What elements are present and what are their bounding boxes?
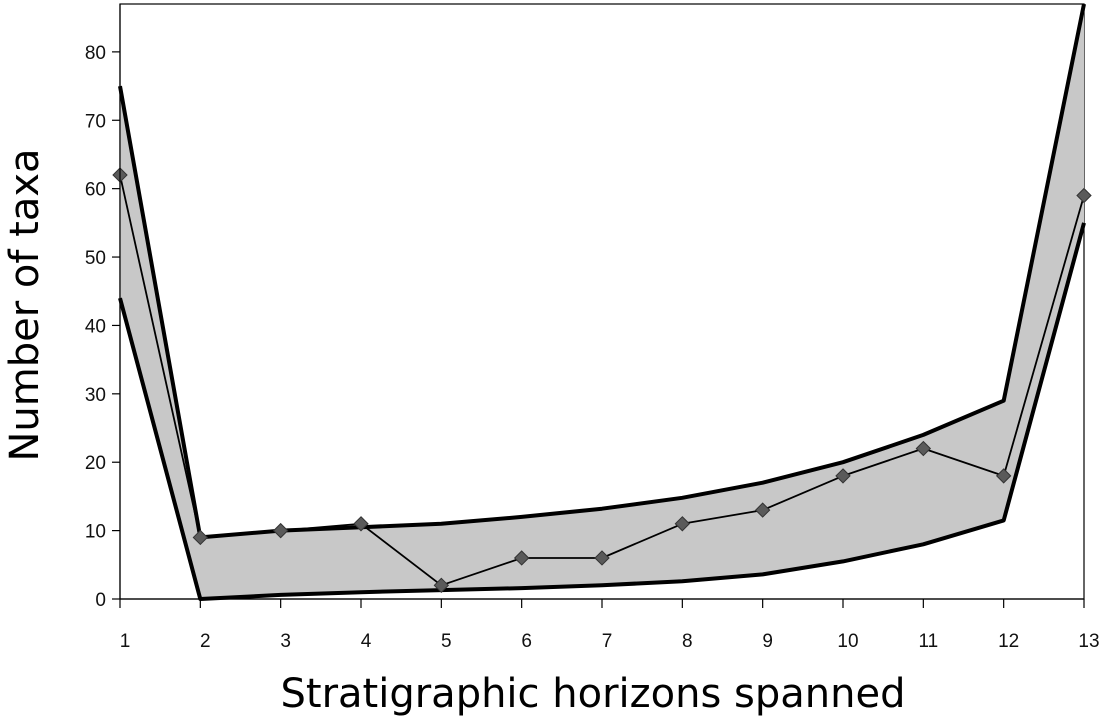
data-point-marker — [915, 440, 932, 457]
data-point-marker — [674, 516, 691, 532]
data-point-marker — [754, 502, 771, 518]
x-axis-title: Stratigraphic horizons spanned — [281, 671, 906, 717]
y-tick-label: 80 — [85, 43, 106, 64]
data-point-marker — [433, 577, 450, 594]
y-tick-label: 70 — [85, 111, 106, 132]
x-tick-label: 9 — [762, 631, 773, 652]
x-tick-label: 11 — [918, 631, 938, 652]
data-point-marker — [272, 522, 289, 539]
x-tick-label: 4 — [361, 631, 372, 652]
y-tick-label: 0 — [95, 590, 106, 611]
data-point-marker — [835, 468, 851, 484]
x-tick-label: 7 — [602, 631, 613, 652]
series-markers — [112, 167, 1092, 594]
x-tick-label: 2 — [200, 631, 211, 652]
x-tick-label: 10 — [837, 631, 858, 652]
band-lower-edge — [118, 222, 1086, 601]
x-tick-label: 8 — [682, 631, 693, 652]
x-tick-label: 6 — [521, 631, 532, 652]
y-tick-label: 60 — [85, 180, 106, 201]
y-tick-label: 40 — [85, 316, 106, 337]
data-point-marker — [594, 550, 610, 566]
x-tick-label: 13 — [1078, 631, 1099, 652]
data-point-marker — [192, 529, 209, 546]
y-axis-ticks: 0 10 20 30 40 50 60 70 80 — [85, 43, 120, 611]
y-tick-label: 30 — [85, 385, 106, 406]
x-tick-label: 12 — [998, 631, 1019, 652]
y-axis-title: Number of taxa — [2, 148, 48, 461]
y-tick-label: 50 — [85, 248, 106, 269]
y-tick-label: 10 — [85, 522, 106, 543]
x-axis-ticks: 1 2 3 4 5 6 7 8 9 10 11 12 13 — [119, 599, 1100, 652]
data-point-marker — [995, 468, 1012, 484]
x-tick-label: 1 — [120, 631, 131, 652]
data-point-marker — [513, 550, 530, 566]
data-point-marker — [1076, 187, 1092, 204]
x-tick-label: 5 — [441, 631, 452, 652]
data-point-marker — [353, 516, 369, 532]
x-tick-label: 3 — [280, 631, 291, 652]
y-tick-label: 20 — [85, 453, 106, 474]
confidence-band — [120, 4, 1084, 599]
